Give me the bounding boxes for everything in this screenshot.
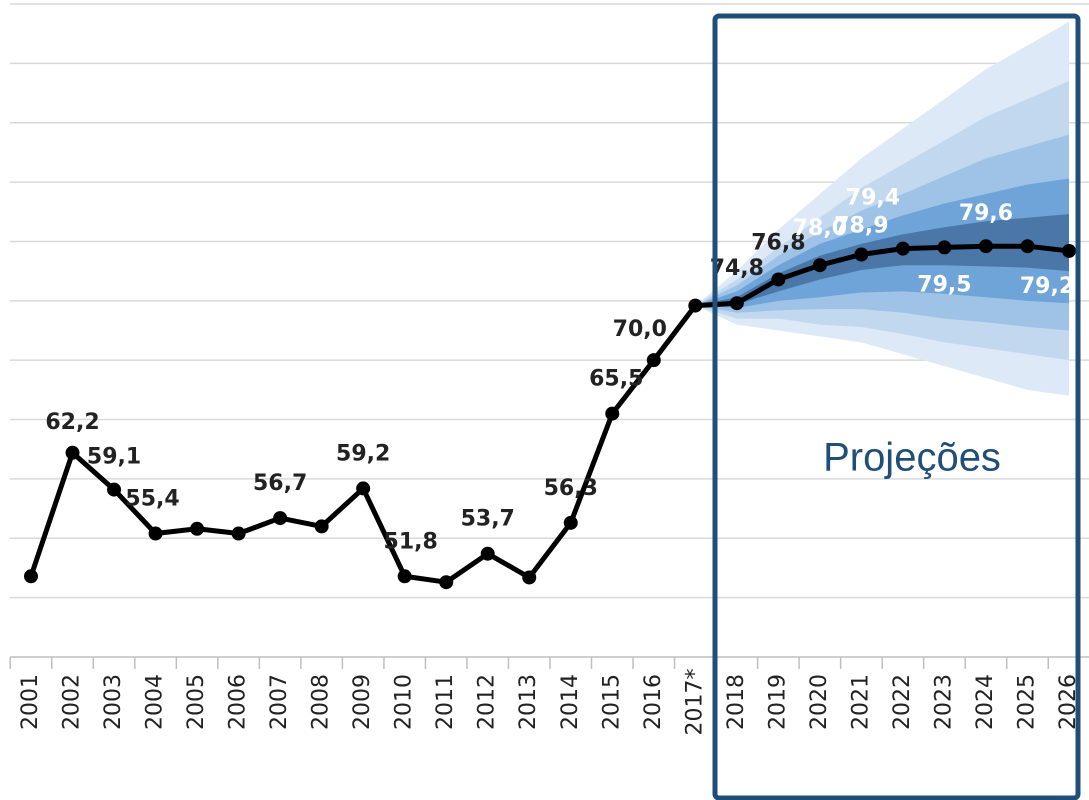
point xyxy=(356,481,371,496)
x-tick-label: 2002 xyxy=(60,674,85,730)
point xyxy=(812,258,827,273)
data-label: 62,2 xyxy=(45,410,99,435)
data-label: 53,7 xyxy=(461,507,515,532)
x-tick-label: 2021 xyxy=(848,674,873,730)
x-tick-label: 2007 xyxy=(267,674,292,730)
point xyxy=(771,272,786,287)
x-tick-label: 2023 xyxy=(931,674,956,730)
x-tick-label: 2025 xyxy=(1014,674,1039,730)
data-label: 78,0 xyxy=(793,216,847,241)
point xyxy=(895,241,910,256)
plot: 2001 2002 2003 2004 2005 2006 2007 2008 2009 2010… xyxy=(18,186,1081,736)
x-tick-label: 2016 xyxy=(641,674,666,730)
point xyxy=(854,247,869,262)
point xyxy=(190,521,205,536)
data-label: 59,2 xyxy=(336,441,390,466)
data-label: 56,7 xyxy=(253,471,307,496)
x-tick-label: 2022 xyxy=(890,674,915,730)
x-tick-label: 2005 xyxy=(184,674,209,730)
data-label: 79,2 xyxy=(1020,274,1074,299)
fan-band xyxy=(695,214,1069,306)
x-tick-label: 2011 xyxy=(433,674,458,730)
point xyxy=(107,482,122,497)
point xyxy=(1062,243,1076,258)
point xyxy=(646,353,661,368)
point xyxy=(24,569,38,584)
data-label: 78,9 xyxy=(834,214,888,239)
point xyxy=(937,240,952,255)
point xyxy=(439,575,454,590)
x-tick-label: 2004 xyxy=(143,674,168,730)
point xyxy=(522,570,537,585)
point xyxy=(273,511,288,526)
x-tick-label: 2008 xyxy=(309,674,334,730)
x-tick-label: 2009 xyxy=(350,674,375,730)
data-label: 56,3 xyxy=(544,476,598,501)
x-tick-label: 2024 xyxy=(973,674,998,730)
point xyxy=(729,296,744,311)
point xyxy=(231,526,246,541)
x-tick-label: 2003 xyxy=(101,674,126,730)
point xyxy=(978,239,993,254)
point xyxy=(563,515,578,530)
x-tick-label: 2019 xyxy=(765,674,790,730)
data-label: 70,0 xyxy=(613,317,667,342)
point xyxy=(688,298,703,313)
projection-box xyxy=(712,13,1081,800)
x-tick-label: 2010 xyxy=(392,674,417,730)
point xyxy=(65,445,80,460)
data-label: 79,5 xyxy=(917,272,971,297)
x-tick-label: 2006 xyxy=(226,674,251,730)
point xyxy=(397,569,412,584)
point xyxy=(314,519,329,534)
data-label: 79,6 xyxy=(959,201,1013,226)
data-label: 59,1 xyxy=(87,445,141,470)
data-label: 79,4 xyxy=(846,186,900,211)
data-label: 55,4 xyxy=(125,487,179,512)
point xyxy=(480,546,495,561)
point xyxy=(605,406,620,421)
data-label: 76,8 xyxy=(751,230,805,255)
x-tick-label: 2001 xyxy=(18,674,43,730)
data-label: 65,5 xyxy=(589,367,643,392)
x-tick-label: 2013 xyxy=(516,674,541,730)
x-tick-label: 2014 xyxy=(558,674,583,730)
data-label: 51,8 xyxy=(384,529,438,554)
x-tick-label: 2017* xyxy=(682,669,707,736)
annotation: Projeções xyxy=(823,436,1001,480)
x-tick-label: 2012 xyxy=(475,674,500,730)
x-tick-label: 2018 xyxy=(724,674,749,730)
x-tick-label: 2015 xyxy=(599,674,624,730)
x-tick-label: 2020 xyxy=(807,674,832,730)
data-label: 74,8 xyxy=(710,256,764,281)
point xyxy=(1020,239,1035,254)
fan xyxy=(9,3,1089,669)
point xyxy=(148,526,163,541)
